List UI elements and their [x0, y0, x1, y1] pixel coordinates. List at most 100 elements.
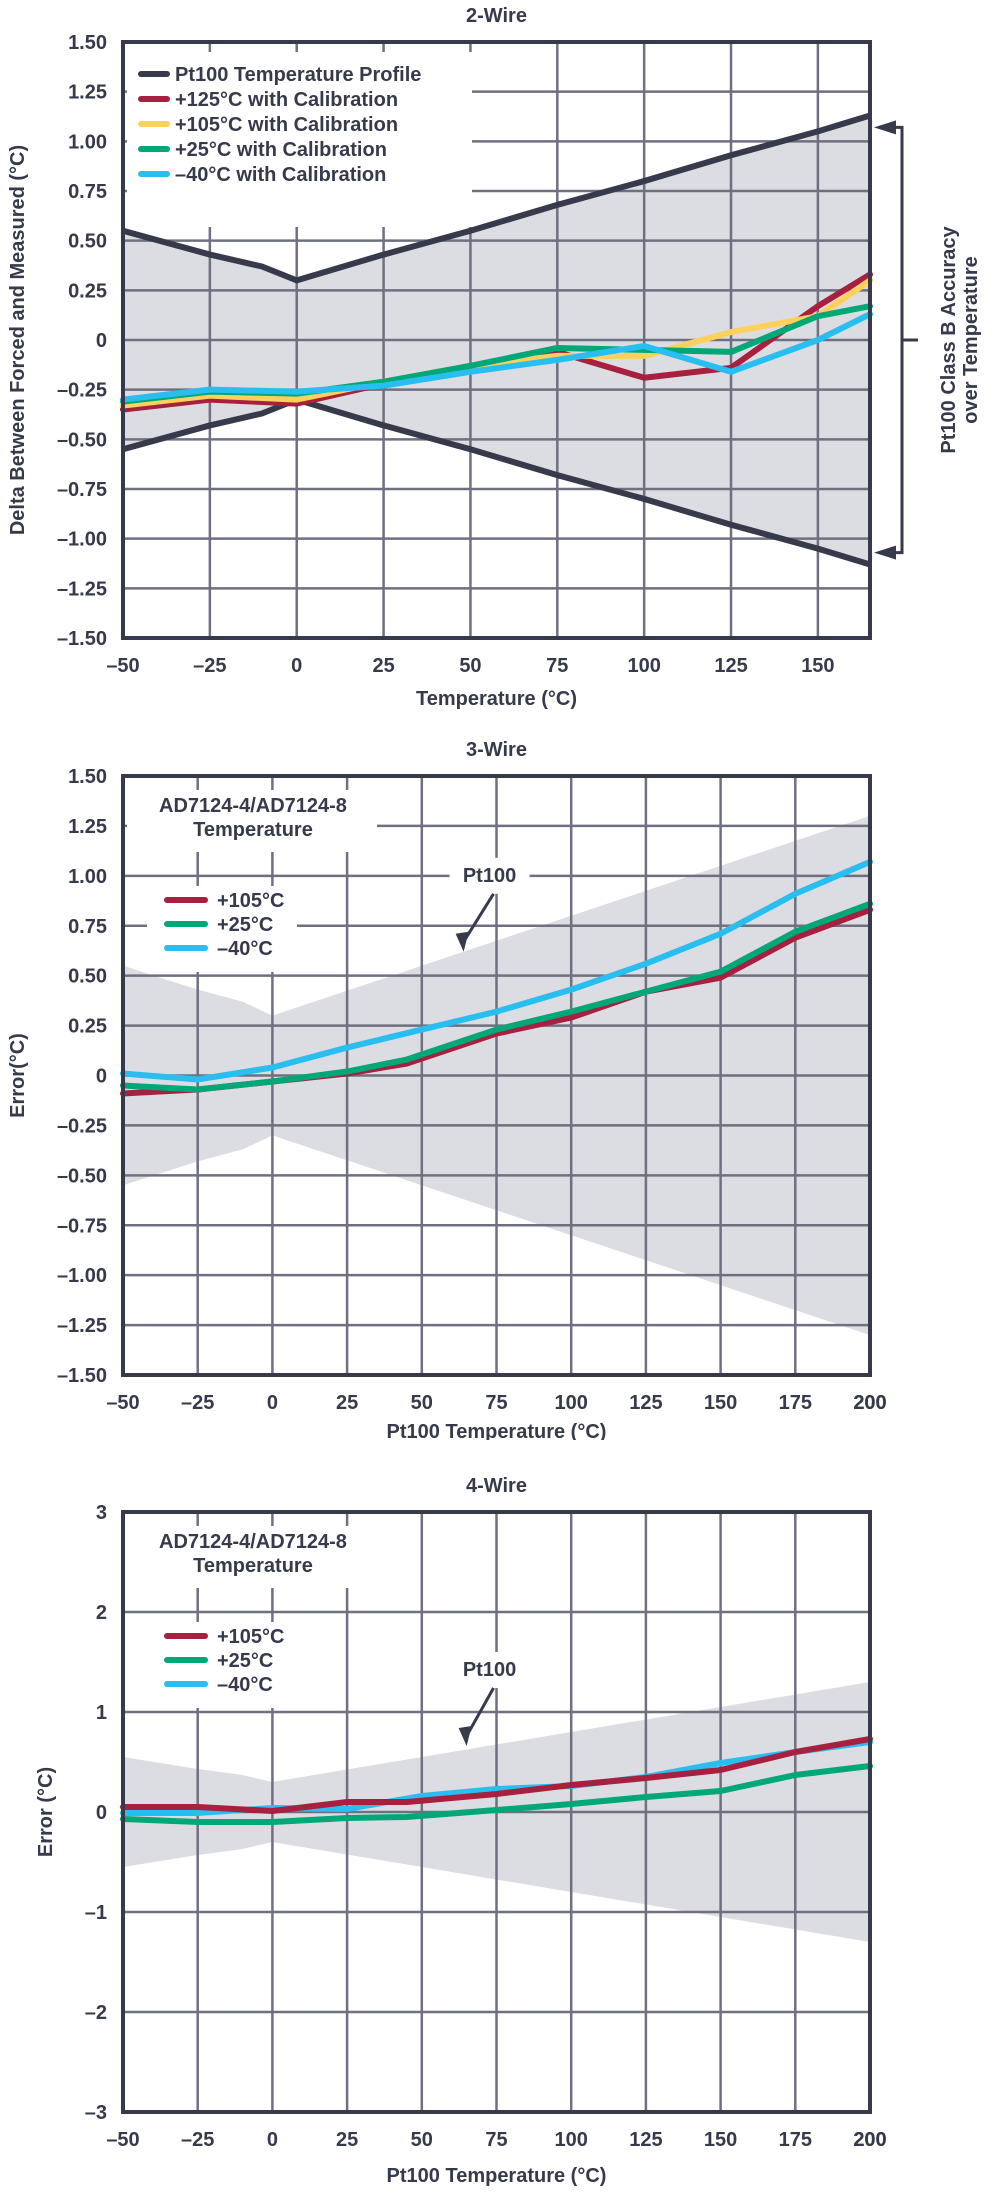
y-tick-label: –0.50 [57, 429, 107, 451]
pt100-annotation: Pt100 [463, 865, 516, 887]
legend-label: +105°C [217, 890, 285, 912]
x-tick-label: 200 [853, 1392, 886, 1414]
series-line [120, 900, 873, 1093]
legend-label: +125°C with Calibration [175, 89, 398, 111]
y-tick-label: –1.50 [57, 628, 107, 650]
x-axis-label: Pt100 Temperature (°C) [387, 1421, 607, 1440]
series-line [120, 277, 873, 409]
class-b-annotation-line1: Pt100 Class B Accuracy [938, 226, 960, 454]
y-tick-label: –0.75 [57, 1215, 107, 1237]
chart-2-wire-plot: 2-Wire –50 –25 0 25 50 75 100 125 150 1.50 1.25 1.00… [7, 5, 982, 710]
y-tick-label: 0 [96, 1066, 107, 1088]
x-tick-label: 0 [267, 2129, 278, 2151]
legend-label: –40°C with Calibration [175, 164, 386, 186]
y-axis-label: Delta Between Forced and Measured (°C) [7, 145, 29, 535]
chart-title: 2-Wire [466, 5, 527, 27]
y-axis-label: Error(°C) [7, 1033, 29, 1118]
x-tick-label: 25 [336, 1392, 358, 1414]
chart-4-wire: 4-Wire –50 –25 0 25 50 75 100 125 150 175 200 200 3 2 1… [0, 1440, 1008, 2197]
bracket-line [896, 125, 904, 555]
x-tick-label: 100 [555, 1392, 588, 1414]
pt100-annotation: Pt100 [463, 1659, 516, 1681]
y-tick-label: –0.25 [57, 380, 107, 402]
y-tick-label: 0.25 [68, 1016, 107, 1038]
y-tick-label: 3 [96, 1502, 107, 1524]
y-tick-label: 0.75 [68, 916, 107, 938]
chart-2-wire: 2-Wire –50 –25 0 25 50 75 100 125 150 1.50 1.25 1.00… [0, 0, 1008, 720]
y-tick-label: –1.25 [57, 578, 107, 600]
x-tick-label: 175 [779, 1392, 812, 1414]
y-tick-label: –0.75 [57, 479, 107, 501]
x-tick-label: 25 [336, 2129, 358, 2151]
y-tick-label: –1 [85, 1902, 107, 1924]
x-tick-label: 0 [291, 655, 302, 677]
y-tick-label: 0.25 [68, 280, 107, 302]
x-tick-label: –25 [181, 1392, 214, 1414]
legend-title: AD7124-4/AD7124-8 [159, 1531, 347, 1553]
chart-3-wire: 3-Wire –50 –25 0 25 50 75 100 125 150 175 200 200 1.5… [0, 720, 1008, 1443]
annotation-background [449, 857, 530, 894]
x-tick-label: 200 [853, 1392, 886, 1414]
x-tick-label: 50 [411, 1392, 433, 1414]
y-tick-label: 1.25 [68, 82, 107, 104]
plot-frame [121, 774, 872, 1377]
legend-label: –40°C [217, 938, 273, 960]
y-axis-label: Error (°C) [35, 1767, 57, 1857]
y-tick-label: 1.00 [68, 866, 107, 888]
y-tick-label: –2 [85, 2002, 107, 2024]
arrow-low-target-icon [874, 545, 896, 560]
series-line [120, 311, 873, 403]
chart-title: 4-Wire [466, 1475, 527, 1497]
x-tick-label: 150 [704, 1392, 737, 1414]
y-tick-label: 1 [96, 1702, 107, 1724]
x-tick-label: 200 [853, 2129, 886, 2151]
x-tick-label: –25 [181, 2129, 214, 2151]
y-tick-label: 2 [96, 1602, 107, 1624]
arrow-up-target-icon [874, 120, 896, 135]
legend-title: Temperature [193, 819, 313, 841]
y-tick-label: 0 [96, 330, 107, 352]
y-tick-label: –1.50 [57, 1365, 107, 1387]
annotation-background [449, 1652, 530, 1688]
legend-label: +105°C [217, 1626, 285, 1648]
y-tick-label: –1.00 [57, 529, 107, 551]
pt100-profile-lower-line [122, 396, 871, 568]
legend-background [127, 1526, 377, 1588]
y-tick-label: 1.00 [68, 131, 107, 153]
x-tick-label: 25 [372, 655, 394, 677]
series-line [120, 858, 873, 1083]
y-tick-label: 1.50 [68, 32, 107, 54]
x-tick-label: 150 [704, 2129, 737, 2151]
x-axis-label: Temperature (°C) [416, 688, 577, 710]
chart-3-wire-plot: 3-Wire–50 –25 0 25 50 75 100 125 150 175 2002001.5… [7, 739, 887, 1443]
x-tick-label: –50 [106, 655, 139, 677]
legend-label: +25°C [217, 914, 273, 936]
y-tick-label: 1.25 [68, 816, 107, 838]
x-tick-label: 125 [629, 1392, 662, 1414]
legend-title: Temperature [193, 1555, 313, 1577]
class-b-annotation-line2: over Temperature [960, 256, 982, 423]
x-tick-label: 50 [411, 2129, 433, 2151]
x-tick-label: 50 [459, 655, 481, 677]
y-tick-label: 0.50 [68, 966, 107, 988]
x-tick-label: 200 [853, 2129, 886, 2151]
x-tick-label: 75 [546, 655, 568, 677]
x-tick-label: –50 [106, 1392, 139, 1414]
arrow-down-icon [458, 1726, 472, 1746]
x-tick-label: 100 [555, 2129, 588, 2151]
series-line [120, 1763, 873, 1825]
y-tick-label: 0.75 [68, 181, 107, 203]
legend-title: AD7124-4/AD7124-8 [159, 795, 347, 817]
y-tick-label: 0 [96, 1802, 107, 1824]
y-tick-label: –0.25 [57, 1115, 107, 1137]
y-tick-label: 1.50 [68, 766, 107, 788]
plot-frame [121, 1510, 872, 2114]
y-tick-label: –1.00 [57, 1265, 107, 1287]
chart-4-wire-plot: 4-Wire–50 –25 0 25 50 75 100 125 150 175 200200321… [35, 1475, 887, 2187]
pt100-profile-upper-line [122, 112, 871, 284]
y-tick-label: –0.50 [57, 1165, 107, 1187]
arrow-down-icon [455, 931, 469, 952]
x-axis-label: Pt100 Temperature (°C) [387, 2165, 607, 2187]
legend-label: +25°C [217, 1650, 273, 1672]
x-tick-label: 0 [267, 1392, 278, 1414]
